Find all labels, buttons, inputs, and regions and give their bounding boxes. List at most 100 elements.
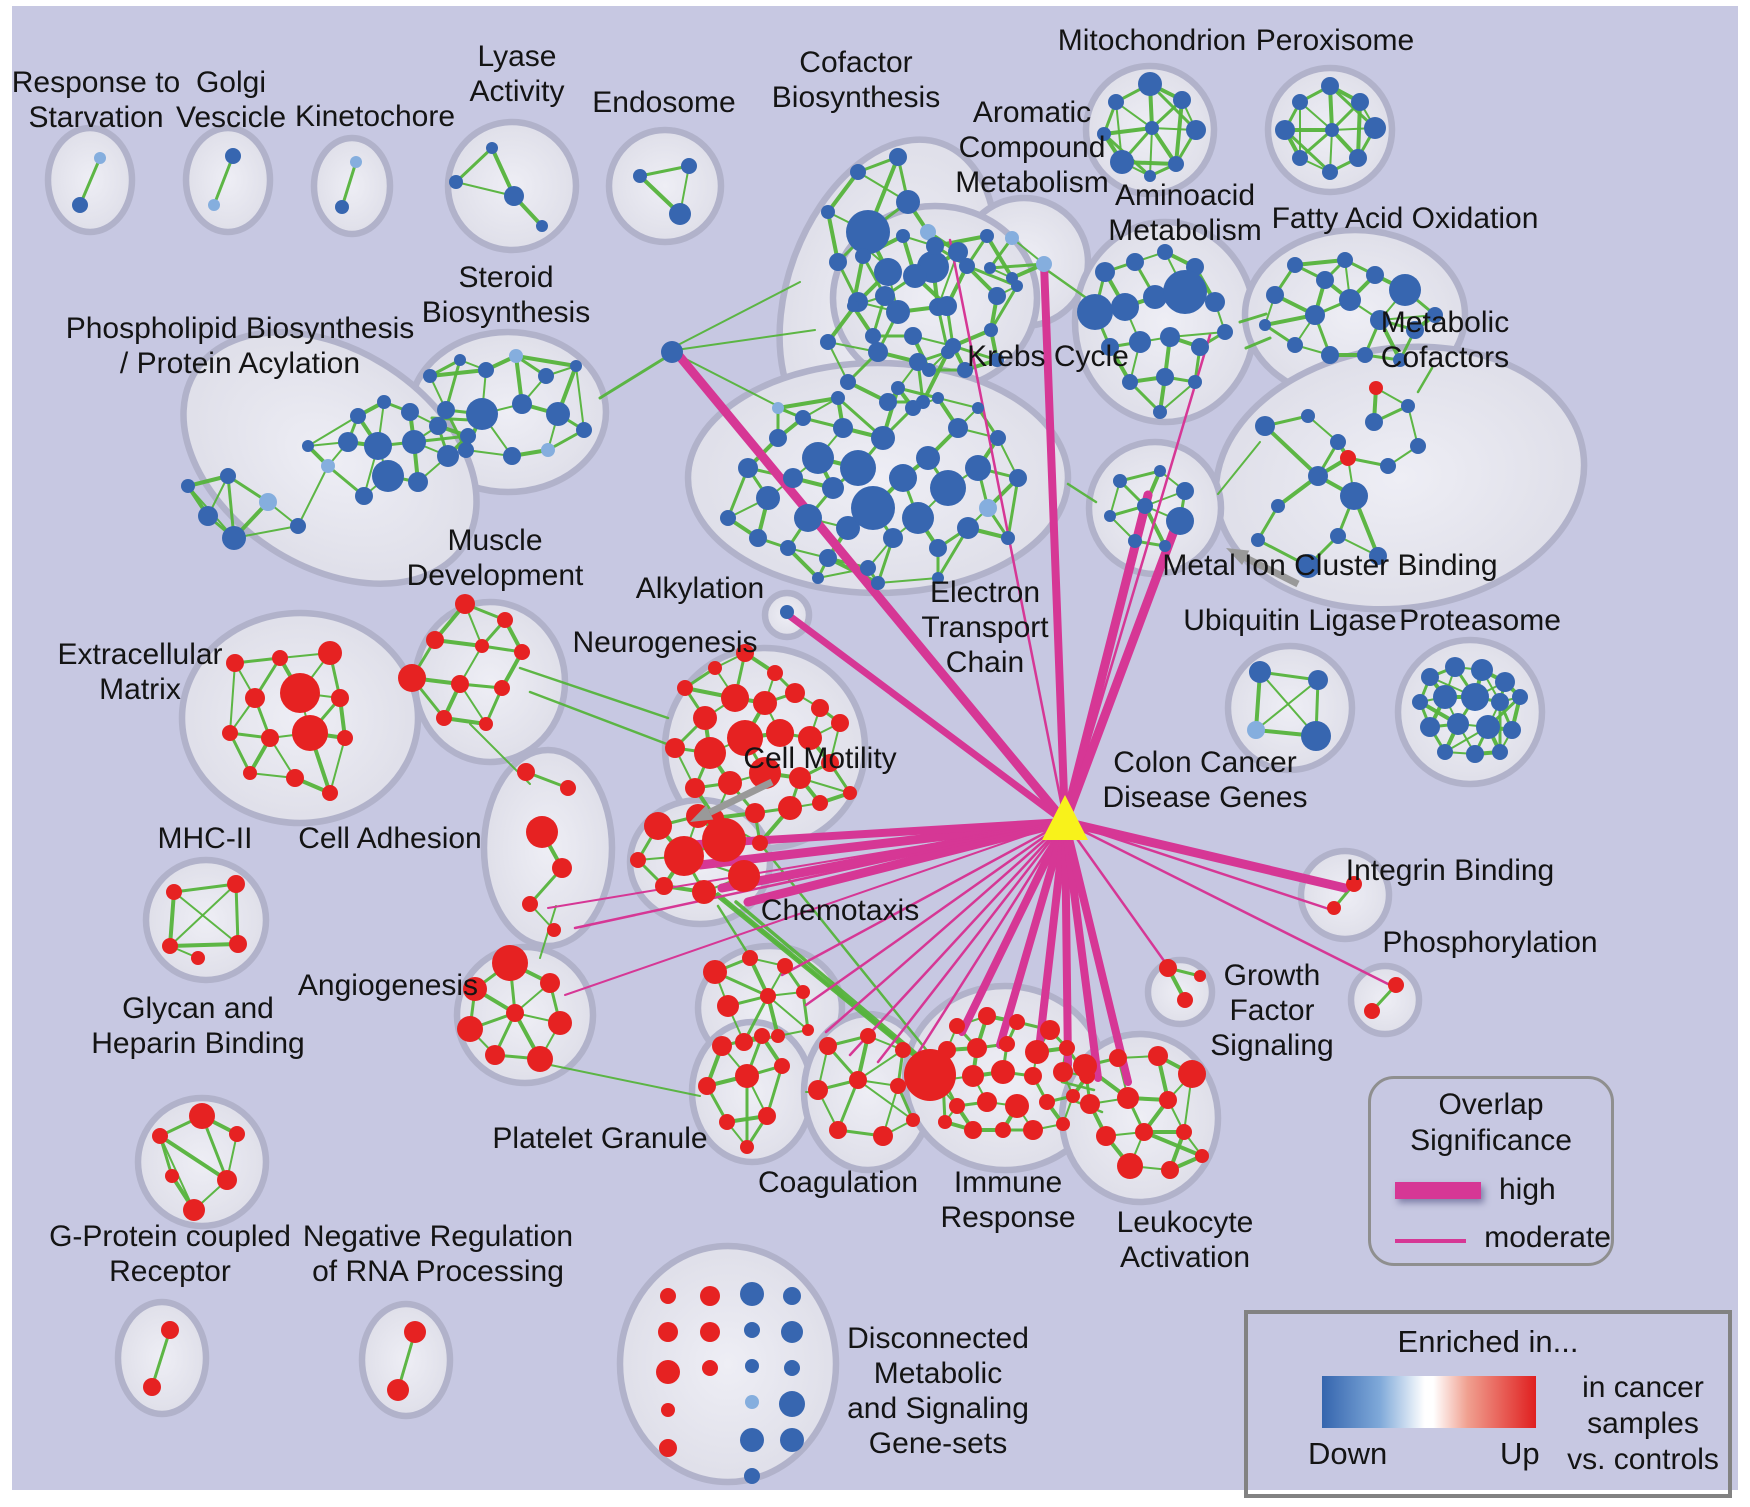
- gene-set-node: [819, 1037, 837, 1055]
- gene-set-node: [1194, 970, 1206, 982]
- gene-set-node: [717, 995, 739, 1017]
- gene-set-node: [1168, 156, 1184, 172]
- cluster-label-coagulation: Coagulation: [758, 1166, 918, 1199]
- gene-set-node: [780, 540, 796, 556]
- cluster-label-disconnected-metabolic-and-signaling-gene-sets: Disconnected: [847, 1322, 1029, 1355]
- gene-set-node: [1292, 94, 1308, 110]
- hub-label-colon-cancer-disease-genes: Disease Genes: [1102, 781, 1307, 814]
- gene-set-node: [479, 717, 493, 731]
- cluster-label-proteasome: Proteasome: [1399, 604, 1561, 637]
- overlap-edge: [1255, 679, 1319, 731]
- gene-set-node: [222, 725, 238, 741]
- cluster-ellipse-proteasome: [1394, 636, 1546, 788]
- gene-set-node: [1301, 409, 1315, 423]
- legend-enriched-title: Enriched in...: [1397, 1324, 1579, 1359]
- gene-set-node: [1503, 721, 1521, 739]
- gene-set-node: [959, 258, 975, 274]
- gene-set-node: [486, 142, 498, 154]
- gene-set-node: [906, 1113, 920, 1127]
- gene-set-node: [1471, 659, 1493, 681]
- gene-set-node: [152, 1128, 168, 1144]
- gene-set-node: [1143, 285, 1167, 309]
- gene-set-node: [938, 1041, 956, 1059]
- gene-set-node: [229, 1126, 245, 1142]
- gene-set-node: [1113, 474, 1127, 488]
- gene-set-node: [436, 710, 452, 726]
- cluster-label-response-to-starvation: Starvation: [28, 101, 163, 134]
- gene-set-node: [1259, 319, 1271, 331]
- cluster-label-aminoacid-metabolism: Aminoacid: [1115, 179, 1255, 212]
- gene-set-node: [514, 644, 530, 660]
- overlap-edge: [158, 1134, 229, 1182]
- gene-set-node: [1369, 547, 1387, 565]
- gene-set-node: [1346, 876, 1362, 892]
- gene-set-node: [1366, 266, 1384, 284]
- gene-set-node: [745, 1359, 759, 1373]
- overlap-edge: [988, 262, 1046, 270]
- gene-set-node: [1251, 533, 1265, 547]
- gene-set-node: [451, 675, 469, 693]
- gene-set-node: [1339, 289, 1361, 311]
- gene-set-node: [1073, 1054, 1097, 1078]
- cluster-ellipse-golgi-vescicle: [182, 124, 274, 236]
- gene-set-node: [350, 408, 366, 424]
- gene-set-node: [922, 363, 936, 377]
- gene-set-node: [458, 442, 474, 458]
- gene-set-node: [703, 960, 727, 984]
- gene-set-node: [700, 1286, 720, 1306]
- cluster-ellipse-kinetochore: [310, 134, 394, 238]
- cluster-ellipse-cell-adhesion: [480, 746, 616, 950]
- gene-set-node: [1322, 164, 1338, 180]
- gene-set-node: [526, 816, 558, 848]
- gene-set-node: [846, 210, 890, 254]
- gene-set-node: [727, 720, 763, 756]
- gene-set-node: [548, 1011, 572, 1035]
- gene-set-node: [1321, 346, 1339, 364]
- gene-set-node: [509, 349, 523, 363]
- gene-set-node: [926, 237, 944, 255]
- gene-set-node: [949, 1018, 965, 1034]
- gene-set-node: [1271, 499, 1285, 513]
- cluster-label-aromatic-compound-metabolism: Compound: [959, 131, 1106, 164]
- gene-set-node: [1287, 257, 1303, 273]
- cluster-label-leukocyte-activation: Leukocyte: [1117, 1206, 1254, 1239]
- gene-set-node: [744, 1468, 760, 1484]
- gene-set-node: [1406, 321, 1424, 339]
- gene-set-node: [840, 450, 876, 486]
- overlap-edge: [1042, 266, 1094, 304]
- gene-set-node: [984, 323, 998, 337]
- gene-set-node: [777, 958, 793, 974]
- gene-set-node: [767, 665, 783, 681]
- gene-set-node: [932, 392, 944, 404]
- gene-set-node: [698, 1077, 716, 1095]
- cluster-label-endosome: Endosome: [592, 86, 735, 119]
- gene-set-node: [660, 1288, 676, 1304]
- gene-set-node: [1321, 77, 1339, 95]
- gene-set-node: [772, 402, 784, 414]
- gene-set-node: [685, 778, 705, 798]
- gene-set-node: [387, 1379, 409, 1401]
- gene-set-node: [497, 612, 513, 628]
- gene-set-node: [337, 730, 353, 746]
- gene-set-node: [1266, 286, 1284, 304]
- gene-set-node: [665, 738, 685, 758]
- gene-set-node: [162, 938, 178, 954]
- gene-set-node: [455, 594, 475, 614]
- gene-set-node: [783, 1287, 801, 1305]
- gene-set-node: [749, 757, 781, 789]
- gene-set-node: [1308, 466, 1328, 486]
- gene-set-node: [829, 253, 847, 271]
- gene-set-node: [718, 771, 742, 795]
- overlap-edge: [307, 415, 359, 447]
- gene-set-node: [977, 1092, 997, 1112]
- cluster-label-lyase-activity: Lyase: [478, 40, 557, 73]
- cluster-label-aromatic-compound-metabolism: Metabolism: [955, 166, 1108, 199]
- gene-set-node: [208, 199, 220, 211]
- disease-overlap-edge-high: [1060, 490, 1153, 827]
- gene-set-node: [871, 576, 885, 590]
- gene-set-node: [738, 458, 758, 478]
- cluster-label-negative-regulation-of-rna-processing: Negative Regulation: [303, 1220, 573, 1253]
- cluster-label-phosphorylation: Phosphorylation: [1382, 926, 1597, 959]
- gene-set-node: [795, 410, 811, 426]
- gene-set-node: [1305, 305, 1325, 325]
